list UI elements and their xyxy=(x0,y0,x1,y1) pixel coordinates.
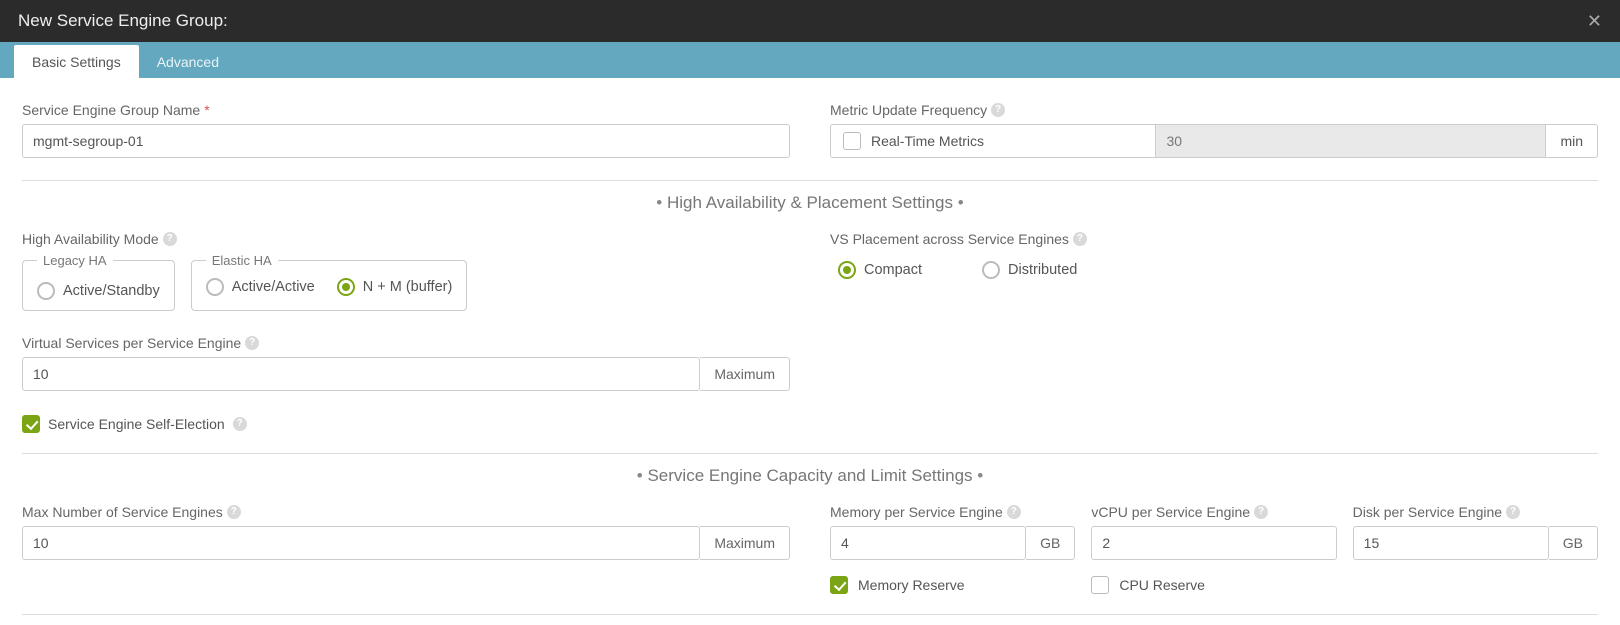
radio-active-standby[interactable]: Active/Standby xyxy=(37,282,160,300)
tab-basic-settings[interactable]: Basic Settings xyxy=(14,45,139,78)
mem-unit: GB xyxy=(1026,526,1075,560)
realtime-metrics-checkbox[interactable] xyxy=(843,132,861,150)
elastic-ha-group: Elastic HA Active/Active N + M (buffer) xyxy=(191,253,468,311)
self-election-checkbox[interactable] xyxy=(22,415,40,433)
help-icon[interactable]: ? xyxy=(1254,505,1268,519)
help-icon[interactable]: ? xyxy=(991,103,1005,117)
titlebar: New Service Engine Group: ✕ xyxy=(0,0,1620,42)
realtime-metrics-label: Real-Time Metrics xyxy=(871,133,984,149)
metric-unit: min xyxy=(1546,124,1598,158)
max-se-suffix: Maximum xyxy=(700,526,790,560)
radio-n-m-buffer[interactable]: N + M (buffer) xyxy=(337,278,453,296)
metric-label: Metric Update Frequency ? xyxy=(830,102,1598,118)
vs-placement-label: VS Placement across Service Engines ? xyxy=(830,231,1598,247)
vs-per-se-suffix: Maximum xyxy=(700,357,790,391)
vcpu-input[interactable] xyxy=(1091,526,1336,560)
memory-reserve-checkbox[interactable] xyxy=(830,576,848,594)
vs-per-se-input[interactable] xyxy=(22,357,700,391)
max-se-label: Max Number of Service Engines ? xyxy=(22,504,790,520)
vs-per-se-label: Virtual Services per Service Engine ? xyxy=(22,335,790,351)
radio-compact[interactable]: Compact xyxy=(838,261,922,279)
legacy-ha-group: Legacy HA Active/Standby xyxy=(22,253,175,311)
name-label: Service Engine Group Name* xyxy=(22,102,790,118)
section-ha-title: High Availability & Placement Settings xyxy=(22,193,1598,213)
max-se-input[interactable] xyxy=(22,526,700,560)
disk-input[interactable] xyxy=(1353,526,1549,560)
radio-distributed[interactable]: Distributed xyxy=(982,261,1077,279)
metric-interval-input: 30 xyxy=(1156,124,1546,158)
cpu-reserve-label: CPU Reserve xyxy=(1119,577,1205,593)
help-icon[interactable]: ? xyxy=(1007,505,1021,519)
tabstrip: Basic Settings Advanced xyxy=(0,42,1620,78)
required-icon: * xyxy=(204,102,209,118)
help-icon[interactable]: ? xyxy=(227,505,241,519)
help-icon[interactable]: ? xyxy=(233,417,247,431)
memory-reserve-label: Memory Reserve xyxy=(858,577,965,593)
section-cap-title: Service Engine Capacity and Limit Settin… xyxy=(22,466,1598,486)
disk-label: Disk per Service Engine ? xyxy=(1353,504,1598,520)
vcpu-label: vCPU per Service Engine ? xyxy=(1091,504,1336,520)
tab-advanced[interactable]: Advanced xyxy=(139,45,237,78)
close-icon[interactable]: ✕ xyxy=(1587,11,1602,32)
cpu-reserve-checkbox[interactable] xyxy=(1091,576,1109,594)
help-icon[interactable]: ? xyxy=(163,232,177,246)
page-title: New Service Engine Group: xyxy=(18,11,228,31)
disk-unit: GB xyxy=(1549,526,1598,560)
radio-active-active[interactable]: Active/Active xyxy=(206,278,315,296)
help-icon[interactable]: ? xyxy=(1506,505,1520,519)
help-icon[interactable]: ? xyxy=(245,336,259,350)
help-icon[interactable]: ? xyxy=(1073,232,1087,246)
ha-mode-label: High Availability Mode ? xyxy=(22,231,790,247)
realtime-metrics-wrap[interactable]: Real-Time Metrics xyxy=(830,124,1156,158)
mem-label: Memory per Service Engine ? xyxy=(830,504,1075,520)
self-election-label: Service Engine Self-Election xyxy=(48,416,225,432)
name-input[interactable] xyxy=(22,124,790,158)
mem-input[interactable] xyxy=(830,526,1026,560)
